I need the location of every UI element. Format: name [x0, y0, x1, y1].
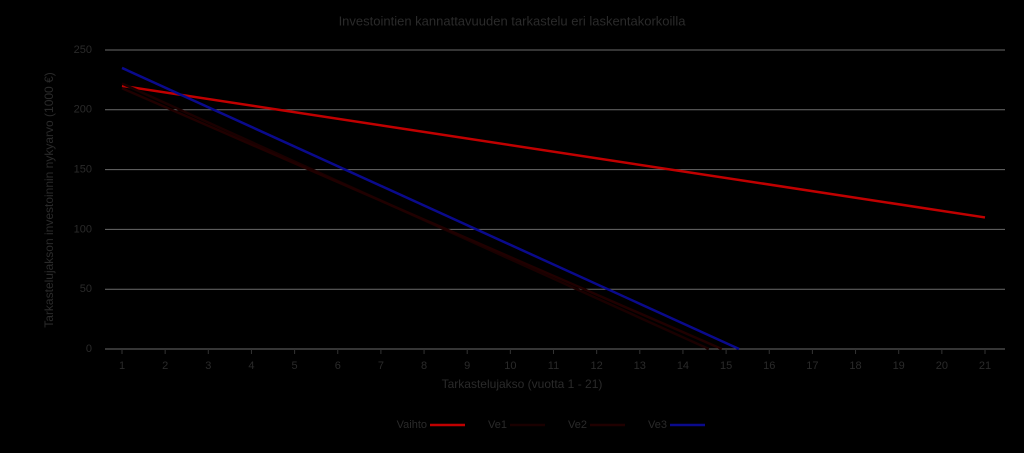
x-tick-label: 10 — [504, 360, 516, 372]
x-tick-label: 2 — [162, 360, 168, 372]
x-tick-label: 12 — [591, 360, 603, 372]
x-tick-label: 21 — [979, 360, 991, 372]
legend-label: Ve3 — [648, 419, 667, 431]
legend-label: Ve2 — [568, 419, 587, 431]
x-tick-label: 14 — [677, 360, 689, 372]
legend-label: Ve1 — [488, 419, 507, 431]
x-tick-label: 15 — [720, 360, 732, 372]
x-tick-label: 5 — [292, 360, 298, 372]
x-tick-label: 8 — [421, 360, 427, 372]
x-tick-label: 6 — [335, 360, 341, 372]
x-tick-label: 20 — [936, 360, 948, 372]
series-line — [121, 66, 740, 351]
x-tick-label: 13 — [634, 360, 646, 372]
x-tick-label: 1 — [119, 360, 125, 372]
y-tick-label: 200 — [74, 104, 92, 116]
x-tick-label: 19 — [893, 360, 905, 372]
x-tick-label: 4 — [248, 360, 254, 372]
series-line — [121, 84, 986, 219]
x-tick-label: 3 — [205, 360, 211, 372]
x-tick-label: 9 — [464, 360, 470, 372]
y-tick-label: 150 — [74, 164, 92, 176]
series-line — [121, 87, 723, 351]
y-tick-label: 50 — [80, 283, 92, 295]
y-tick-label: 250 — [74, 44, 92, 56]
x-tick-label: 7 — [378, 360, 384, 372]
y-tick-label: 0 — [86, 343, 92, 355]
legend-label: Vaihto — [397, 419, 427, 431]
x-tick-label: 18 — [849, 360, 861, 372]
x-tick-label: 11 — [548, 360, 559, 372]
y-axis-label: Tarkastelujakson investoinnin nykyarvo (… — [42, 72, 56, 327]
x-axis-label: Tarkastelujakso (vuotta 1 - 21) — [442, 377, 603, 391]
chart-title: Investointien kannattavuuden tarkastelu … — [339, 13, 687, 28]
x-tick-label: 16 — [763, 360, 775, 372]
x-tick-label: 17 — [806, 360, 818, 372]
y-tick-label: 100 — [74, 223, 92, 235]
